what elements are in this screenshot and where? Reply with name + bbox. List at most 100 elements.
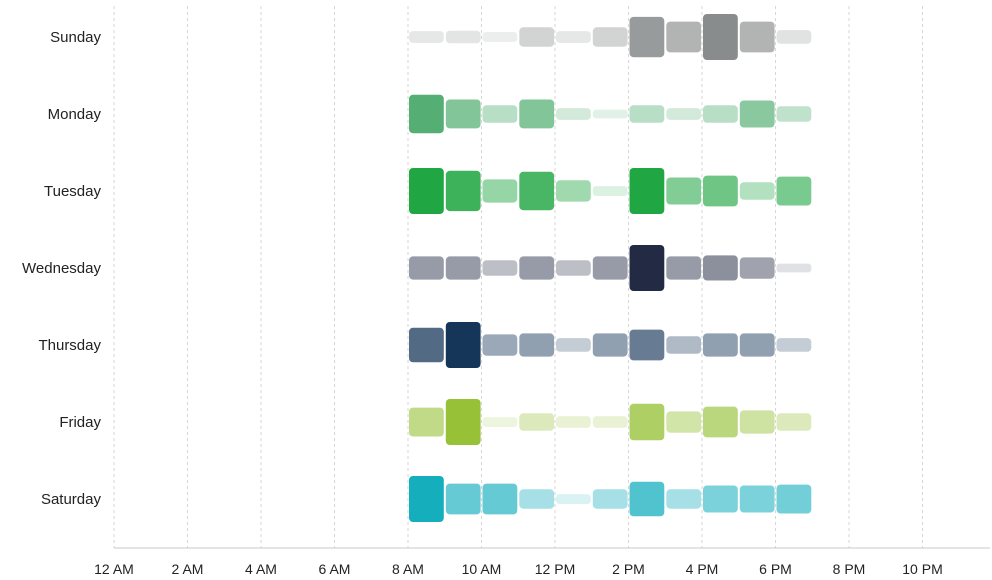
cell-thursday-13h (593, 333, 628, 356)
x-tick-12-am: 12 AM (94, 561, 134, 577)
cell-thursday-9h (446, 322, 481, 368)
day-label-monday: Monday (48, 106, 102, 123)
day-label-saturday: Saturday (41, 491, 102, 508)
cell-friday-10h (483, 417, 518, 427)
cell-tuesday-16h (703, 176, 738, 207)
cell-monday-9h (446, 100, 481, 129)
cell-saturday-8h (409, 476, 444, 522)
cell-friday-17h (740, 410, 775, 433)
cell-sunday-8h (409, 31, 444, 43)
cell-sunday-15h (666, 22, 701, 53)
x-tick-2-am: 2 AM (172, 561, 204, 577)
day-label-friday: Friday (59, 414, 101, 431)
cell-monday-17h (740, 101, 775, 128)
cell-thursday-11h (519, 333, 554, 356)
cell-monday-11h (519, 100, 554, 129)
heatmap-cells (409, 14, 811, 522)
x-tick-10-am: 10 AM (462, 561, 502, 577)
cell-tuesday-9h (446, 171, 481, 211)
cell-tuesday-8h (409, 168, 444, 214)
cell-wednesday-16h (703, 255, 738, 280)
cell-sunday-17h (740, 22, 775, 53)
cell-tuesday-18h (777, 177, 812, 206)
x-tick-10-pm: 10 PM (902, 561, 942, 577)
cell-sunday-14h (630, 17, 665, 57)
cell-sunday-9h (446, 31, 481, 44)
cell-sunday-13h (593, 27, 628, 46)
cell-sunday-11h (519, 27, 554, 46)
cell-sunday-16h (703, 14, 738, 60)
cell-monday-18h (777, 106, 812, 122)
cell-wednesday-11h (519, 256, 554, 279)
cell-tuesday-11h (519, 172, 554, 210)
cell-monday-10h (483, 105, 518, 123)
cell-tuesday-13h (593, 186, 628, 196)
x-tick-4-am: 4 AM (245, 561, 277, 577)
cell-saturday-16h (703, 486, 738, 513)
x-tick-6-pm: 6 PM (759, 561, 792, 577)
cell-saturday-11h (519, 489, 554, 508)
cell-tuesday-12h (556, 180, 591, 201)
cell-tuesday-17h (740, 182, 775, 200)
day-label-thursday: Thursday (38, 337, 101, 354)
day-label-tuesday: Tuesday (44, 183, 101, 200)
cell-wednesday-10h (483, 260, 518, 276)
cell-monday-8h (409, 95, 444, 133)
cell-thursday-14h (630, 330, 665, 361)
cell-thursday-16h (703, 333, 738, 356)
cell-wednesday-17h (740, 257, 775, 278)
cell-friday-8h (409, 408, 444, 437)
cell-monday-14h (630, 105, 665, 123)
cell-saturday-9h (446, 484, 481, 515)
cell-friday-11h (519, 413, 554, 431)
cell-saturday-15h (666, 489, 701, 508)
cell-wednesday-9h (446, 256, 481, 279)
cell-monday-15h (666, 108, 701, 120)
cell-saturday-10h (483, 484, 518, 515)
x-tick-8-am: 8 AM (392, 561, 424, 577)
cell-monday-16h (703, 105, 738, 123)
cell-wednesday-14h (630, 245, 665, 291)
day-label-wednesday: Wednesday (22, 260, 101, 277)
cell-wednesday-8h (409, 256, 444, 279)
cell-friday-16h (703, 407, 738, 438)
cell-saturday-14h (630, 482, 665, 517)
x-axis-labels: 12 AM 2 AM 4 AM 6 AM 8 AM 10 AM 12 PM 2 PM 4 PM 6… (94, 561, 943, 577)
cell-sunday-18h (777, 30, 812, 44)
cell-thursday-10h (483, 334, 518, 355)
cell-friday-15h (666, 411, 701, 432)
cell-thursday-12h (556, 338, 591, 352)
cell-thursday-15h (666, 336, 701, 354)
cell-wednesday-15h (666, 256, 701, 279)
cell-friday-9h (446, 399, 481, 445)
cell-thursday-8h (409, 328, 444, 363)
cell-wednesday-12h (556, 260, 591, 276)
cell-monday-12h (556, 108, 591, 120)
cell-tuesday-15h (666, 178, 701, 205)
day-label-sunday: Sunday (50, 29, 101, 46)
grid-lines (114, 6, 923, 548)
cell-saturday-17h (740, 486, 775, 513)
cell-saturday-12h (556, 494, 591, 504)
cell-friday-12h (556, 416, 591, 428)
cell-friday-13h (593, 416, 628, 428)
cell-wednesday-13h (593, 256, 628, 279)
cell-thursday-17h (740, 333, 775, 356)
x-tick-2-pm: 2 PM (612, 561, 645, 577)
cell-friday-14h (630, 404, 665, 441)
cell-sunday-12h (556, 31, 591, 43)
cell-sunday-10h (483, 32, 518, 42)
cell-tuesday-10h (483, 179, 518, 202)
cell-thursday-18h (777, 338, 812, 352)
cell-tuesday-14h (630, 168, 665, 214)
cell-saturday-18h (777, 485, 812, 514)
cell-friday-18h (777, 413, 812, 431)
y-axis-labels: Sunday Monday Tuesday Wednesday Thursday Frid… (22, 29, 101, 508)
x-tick-4-pm: 4 PM (686, 561, 719, 577)
x-tick-6-am: 6 AM (319, 561, 351, 577)
cell-saturday-13h (593, 489, 628, 508)
x-tick-12-pm: 12 PM (535, 561, 575, 577)
cell-wednesday-18h (777, 264, 812, 273)
cell-monday-13h (593, 110, 628, 119)
